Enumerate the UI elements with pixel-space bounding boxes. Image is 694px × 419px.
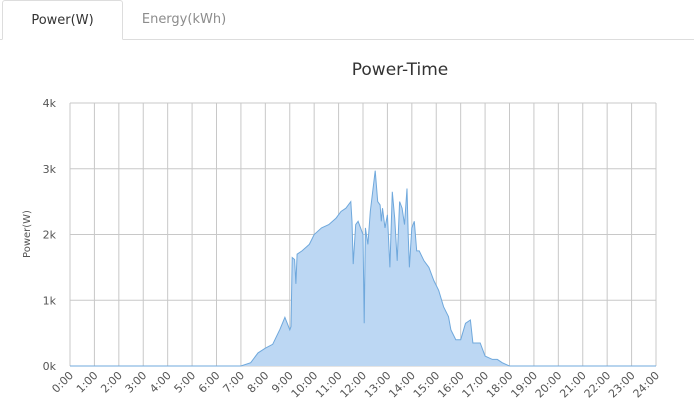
series-area <box>70 170 656 367</box>
y-axis-ticks: 0k 1k 2k 3k 4k <box>43 97 57 373</box>
x-tick-label: 13:00 <box>362 369 394 401</box>
x-tick-label: 7:00 <box>220 369 247 396</box>
x-tick-label: 8:00 <box>245 369 272 396</box>
x-tick-label: 2:00 <box>98 369 125 396</box>
x-tick-label: 18:00 <box>484 369 516 401</box>
x-tick-label: 15:00 <box>411 369 443 401</box>
x-tick-label: 6:00 <box>196 369 223 396</box>
x-tick-label: 21:00 <box>557 369 589 401</box>
tab-energy[interactable]: Energy(kWh) <box>141 12 227 27</box>
tab-power[interactable]: Power(W) <box>2 0 123 40</box>
chart-title: Power-Time <box>352 60 449 80</box>
x-tick-label: 12:00 <box>338 369 370 401</box>
chart-svg: Power-Time Power(W) 0k 1k 2k 3k 4k 0:001:002… <box>22 60 662 401</box>
y-tick-label: 3k <box>43 163 57 176</box>
x-tick-label: 5:00 <box>172 369 199 396</box>
x-tick-label: 4:00 <box>147 369 174 396</box>
x-tick-label: 22:00 <box>582 369 614 401</box>
y-axis-label: Power(W) <box>22 210 33 258</box>
x-tick-label: 17:00 <box>460 369 492 401</box>
x-axis-ticks: 0:001:002:003:004:005:006:007:008:009:00… <box>49 369 662 401</box>
power-time-chart: Power-Time Power(W) 0k 1k 2k 3k 4k 0:00 1:00 2… <box>0 40 694 415</box>
y-tick-label: 1k <box>43 294 57 307</box>
tab-bar: Power(W) Energy(kWh) <box>0 0 694 40</box>
y-tick-label: 2k <box>43 229 57 242</box>
series-line <box>70 170 656 367</box>
x-tick-label: 3:00 <box>123 369 150 396</box>
x-tick-label: 19:00 <box>508 369 540 401</box>
x-tick-label: 11:00 <box>313 369 345 401</box>
x-tick-label: 23:00 <box>606 369 638 401</box>
x-tick-label: 1:00 <box>74 369 101 396</box>
x-tick-label: 16:00 <box>435 369 467 401</box>
y-tick-label: 4k <box>43 97 57 110</box>
x-tick-label: 14:00 <box>386 369 418 401</box>
tab-divider <box>0 39 694 40</box>
x-tick-label: 10:00 <box>289 369 321 401</box>
x-tick-label: 24:00 <box>631 369 663 401</box>
x-tick-label: 20:00 <box>533 369 565 401</box>
y-tick-label: 0k <box>43 360 57 373</box>
